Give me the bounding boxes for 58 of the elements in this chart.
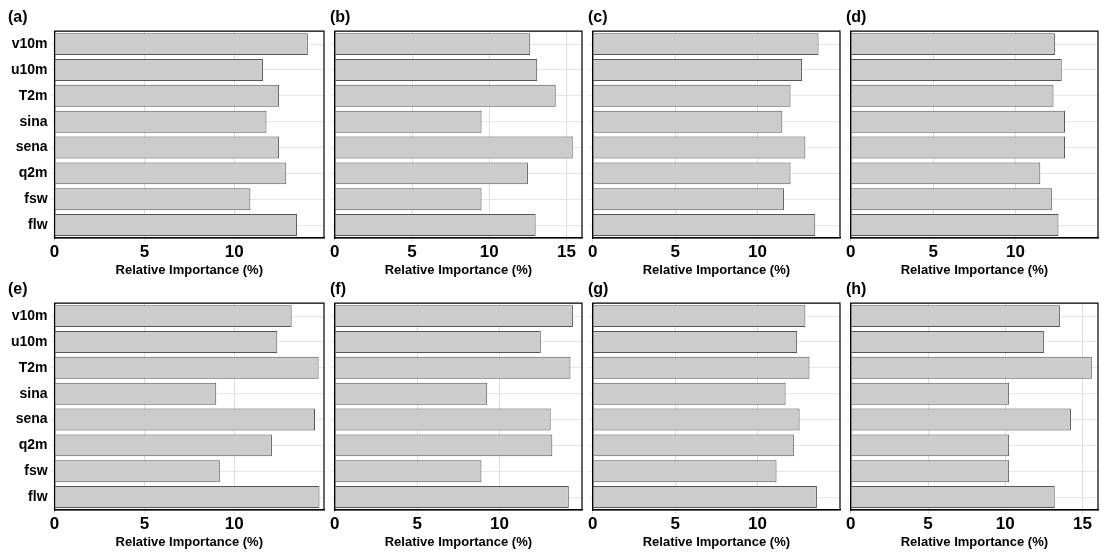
- x-axis-title: Relative Importance (%): [900, 261, 1049, 277]
- y-tick-label: sina: [19, 384, 48, 401]
- x-tick-label: 0: [587, 241, 598, 261]
- x-axis-title: Relative Importance (%): [115, 533, 263, 549]
- x-axis-title: Relative Importance (%): [384, 533, 533, 549]
- chart-title: (c): [588, 8, 608, 26]
- x-tick-label: 5: [670, 513, 680, 533]
- y-tick-label: u10m: [10, 332, 48, 349]
- x-tick-label: 5: [139, 513, 150, 533]
- y-tick-label: v10m: [11, 306, 48, 323]
- x-tick-label: 10: [748, 241, 768, 261]
- x-tick-label: 0: [49, 513, 60, 533]
- x-tick-label: 15: [1073, 513, 1093, 533]
- y-tick-label: flw: [28, 215, 48, 232]
- y-tick-label: fsw: [24, 462, 48, 479]
- y-tick-label: flw: [28, 487, 48, 504]
- x-axis-title: Relative Importance (%): [384, 261, 533, 277]
- y-tick-label: sina: [19, 112, 48, 129]
- y-tick-label: T2m: [18, 86, 48, 103]
- chart-title: (h): [846, 280, 867, 298]
- y-tick-label: fsw: [24, 190, 48, 207]
- x-tick-label: 0: [329, 241, 340, 261]
- x-tick-label: 10: [479, 241, 499, 261]
- x-axis-title: Relative Importance (%): [115, 261, 263, 277]
- chart-title: (e): [8, 280, 28, 298]
- x-tick-label: 10: [490, 513, 510, 533]
- x-tick-label: 10: [748, 513, 768, 533]
- x-tick-label: 10: [224, 241, 244, 261]
- y-tick-label: q2m: [18, 436, 48, 453]
- x-tick-label: 5: [139, 241, 150, 261]
- x-tick-label: 0: [845, 241, 856, 261]
- x-axis-title: Relative Importance (%): [642, 261, 791, 277]
- y-tick-label: u10m: [10, 60, 48, 77]
- y-tick-label: T2m: [18, 358, 48, 375]
- x-tick-label: 0: [329, 513, 340, 533]
- x-tick-label: 5: [670, 241, 680, 261]
- x-tick-label: 5: [923, 513, 933, 533]
- y-tick-label: v10m: [11, 34, 48, 51]
- y-tick-label: sena: [15, 410, 48, 427]
- x-tick-label: 5: [407, 241, 417, 261]
- x-axis-title: Relative Importance (%): [642, 533, 791, 549]
- chart-title: (a): [8, 8, 28, 26]
- x-tick-label: 0: [587, 513, 598, 533]
- x-tick-label: 0: [845, 513, 856, 533]
- x-tick-label: 0: [49, 241, 60, 261]
- x-tick-label: 10: [224, 513, 244, 533]
- chart-title: (g): [588, 280, 609, 298]
- x-axis-title: Relative Importance (%): [900, 533, 1049, 549]
- chart-title: (d): [846, 8, 867, 26]
- y-tick-label: q2m: [18, 164, 48, 181]
- x-tick-label: 5: [928, 241, 938, 261]
- x-tick-label: 15: [557, 241, 577, 261]
- x-tick-label: 10: [1006, 241, 1026, 261]
- x-tick-label: 10: [995, 513, 1015, 533]
- y-tick-label: sena: [15, 138, 48, 155]
- chart-title: (f): [330, 280, 346, 298]
- x-tick-label: 5: [412, 513, 422, 533]
- chart-title: (b): [330, 8, 351, 26]
